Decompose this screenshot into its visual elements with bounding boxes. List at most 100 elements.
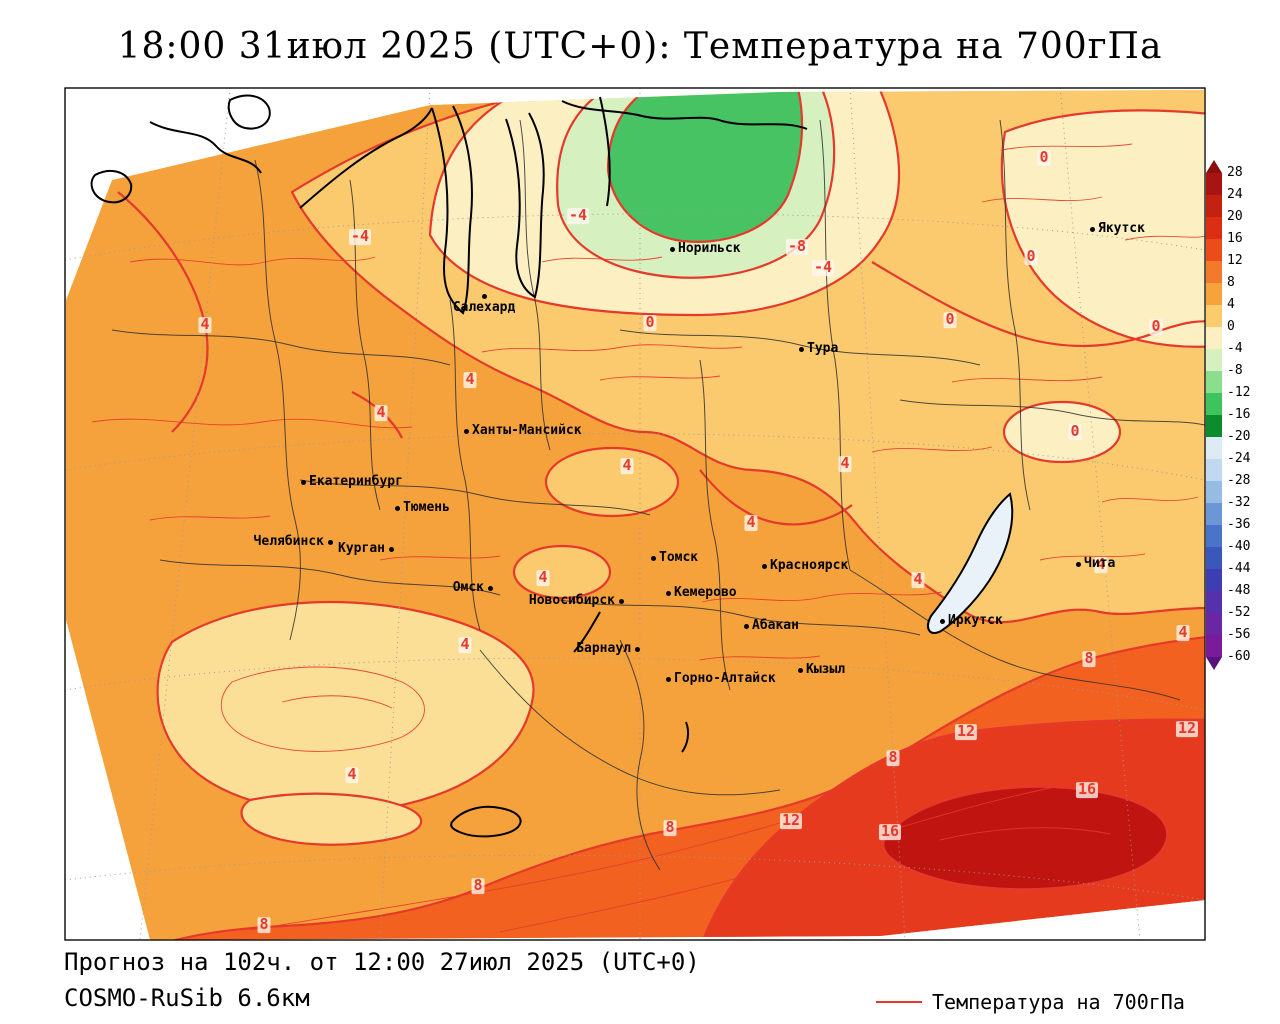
city-label: Барнаул [576,641,631,656]
colorbar-cell [1206,613,1222,635]
colorbar-tick-label: -24 [1227,451,1251,466]
colorbar-cell [1206,349,1222,371]
contour-value-label: 8 [886,748,900,767]
colorbar-tick-label: -40 [1227,539,1251,554]
contour-value-label: 4 [744,513,758,532]
colorbar-tick-label: 20 [1227,209,1243,224]
colorbar-cell [1206,327,1222,349]
colorbar-tick-label: -16 [1227,407,1251,422]
colorbar-cell [1206,371,1222,393]
city-label: Красноярск [770,558,849,573]
contour-value-label: -4 [348,227,372,246]
colorbar-tick-label: 28 [1227,165,1243,180]
contour-value-label: 4 [345,765,359,784]
colorbar-cell [1206,173,1222,195]
city-label: Норильск [678,241,741,256]
colorbar: 28 24 20 16 12 8 4 0 -4 -8 -12 -16 -20 -24 -28 -32 -36 -4… [1206,160,1278,680]
island-icon [227,94,271,130]
city-label: Екатеринбург [309,474,403,489]
contour-value-label: 12 [1175,719,1199,738]
city-dot-icon [388,546,394,552]
city-dot-icon [618,598,624,604]
contour-value-label: 12 [954,722,978,741]
city-label: Кемерово [674,585,737,600]
contour-value-label: 4 [463,370,477,389]
city-dot-icon [665,590,671,596]
contour-value-label: 4 [198,315,212,334]
colorbar-tick-label: -60 [1227,649,1251,664]
contour-value-label: 16 [878,822,902,841]
colorbar-cell [1206,393,1222,415]
lake-baikal [927,492,1014,635]
contour-value-label: 4 [838,454,852,473]
colorbar-cell [1206,569,1222,591]
map-frame-outline [64,87,1206,941]
contour-value-label: 8 [663,818,677,837]
city-label: Новосибирск [528,593,615,608]
colorbar-cell [1206,503,1222,525]
contour-value-label: -8 [785,237,809,256]
colorbar-tick-label: -56 [1227,627,1251,642]
field-pocket-1 [544,446,680,518]
field-16-20 [882,785,1169,891]
field-pocket-2 [512,544,612,600]
city-dot-icon [300,479,306,485]
temperature-field [66,90,1205,940]
page-title: 18:00 31июл 2025 (UTC+0): Температура на… [117,26,1163,67]
colorbar-arrow-bottom-icon [1206,657,1222,670]
city-label: Ханты-Мансийск [472,423,582,438]
contour-value-label: 4 [536,568,550,587]
contour-value-label: 0 [643,313,657,332]
colorbar-arrow-top-icon [1206,160,1222,173]
contour-value-label: 4 [1094,555,1108,574]
colorbar-tick-label: -4 [1227,341,1243,356]
city-label: Салехард [452,300,516,315]
lake-icon [450,805,522,838]
colorbar-cell [1206,283,1222,305]
colorbar-cell [1206,239,1222,261]
city-dot-icon [1075,561,1081,567]
city-dot-icon [939,618,945,624]
city-dot-icon [327,539,333,545]
contour-value-label: 8 [1082,649,1096,668]
colorbar-cell [1206,481,1222,503]
colorbar-tick-label: -20 [1227,429,1251,444]
model-info: COSMO-RuSib 6.6км [64,984,310,1012]
colorbar-cell [1206,459,1222,481]
contour-value-label: 16 [1075,780,1099,799]
city-dot-icon [665,676,671,682]
city-dot-icon [394,505,400,511]
contour-value-label: 4 [911,570,925,589]
contour-value-label: 0 [1037,148,1051,167]
colorbar-cell [1206,195,1222,217]
city-label: Якутск [1098,221,1145,236]
map-legend: Температура на 700гПа [876,990,1185,1014]
contour-value-label: 0 [1068,422,1082,441]
colorbar-tick-label: 24 [1227,187,1243,202]
colorbar-tick-label: 12 [1227,253,1243,268]
colorbar-tick-label: -36 [1227,517,1251,532]
colorbar-tick-label: -44 [1227,561,1251,576]
colorbar-cell [1206,261,1222,283]
contour-value-label: 4 [374,403,388,422]
field--4-0-ne [1000,109,1205,348]
contour-value-label: 0 [1149,317,1163,336]
city-dot-icon [669,246,675,252]
city-dot-icon [487,585,493,591]
field--12--8 [606,90,804,243]
city-label: Кызыл [806,662,846,677]
city-label: Абакан [752,618,799,633]
contour-value-label: 4 [620,456,634,475]
region-borders [111,119,1205,871]
city-dot-icon [743,623,749,629]
city-label: Горно-Алтайск [674,671,776,686]
contour-value-label: 0 [943,310,957,329]
contour-value-label: -4 [566,206,590,225]
thin-contours [91,143,1205,933]
city-dot-icon [797,667,803,673]
colorbar-cell [1206,437,1222,459]
city-label: Тюмень [403,500,450,515]
city-dot-icon [798,346,804,352]
colorbar-tick-label: 0 [1227,319,1235,334]
